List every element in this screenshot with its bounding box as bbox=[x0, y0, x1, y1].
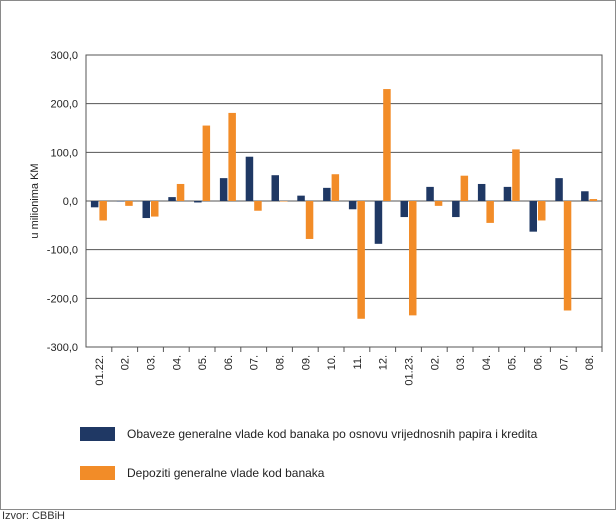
bar-series1-10 bbox=[323, 187, 331, 201]
y-tick-label: -200,0 bbox=[47, 293, 78, 305]
x-tick-label: 03. bbox=[146, 355, 158, 370]
y-axis-label: u milionima KM bbox=[29, 163, 41, 238]
bar-series2-8 bbox=[280, 201, 288, 202]
bar-series2-3 bbox=[151, 201, 159, 217]
bar-series1-15 bbox=[452, 201, 460, 218]
x-tick-label: 07. bbox=[558, 355, 570, 370]
bar-series1-17 bbox=[503, 186, 512, 201]
bar-series2-12 bbox=[383, 89, 391, 201]
x-tick-label: 01.23. bbox=[404, 355, 416, 386]
bar-series2-10 bbox=[331, 174, 340, 201]
bar-series2-6 bbox=[228, 112, 236, 201]
x-tick-label: 08. bbox=[275, 355, 287, 370]
bar-series1-12 bbox=[374, 201, 383, 244]
y-tick-label: 0,0 bbox=[63, 196, 78, 208]
x-tick-label: 07. bbox=[249, 355, 261, 370]
bar-series2-5 bbox=[202, 125, 211, 201]
legend-item-obaveze: Obaveze generalne vlade kod banaka po os… bbox=[80, 427, 580, 441]
bar-series1-1 bbox=[90, 201, 99, 208]
bar-series1-9 bbox=[297, 195, 305, 201]
x-tick-label: 02. bbox=[120, 355, 132, 370]
y-tick-label: 300,0 bbox=[50, 50, 78, 62]
bar-series1-4 bbox=[168, 197, 176, 201]
y-tick-label: 100,0 bbox=[50, 147, 78, 159]
x-tick-label: 12. bbox=[378, 355, 390, 370]
bar-series1-8 bbox=[271, 175, 279, 201]
bar-series2-16 bbox=[486, 201, 494, 223]
legend-swatch-depoziti bbox=[80, 466, 115, 480]
x-tick-label: 01.22. bbox=[94, 355, 106, 386]
bar-series1-16 bbox=[477, 183, 486, 201]
legend-item-depoziti: Depoziti generalne vlade kod banaka bbox=[80, 466, 580, 480]
bar-series1-19 bbox=[555, 178, 563, 201]
x-tick-label: 04. bbox=[481, 355, 493, 370]
y-tick-label: -300,0 bbox=[47, 342, 78, 354]
y-tick-label: 200,0 bbox=[50, 99, 78, 111]
bar-series2-9 bbox=[305, 201, 314, 239]
bar-series2-1 bbox=[99, 201, 107, 221]
bar-series1-2 bbox=[116, 201, 125, 202]
y-tick-label: -100,0 bbox=[47, 245, 78, 257]
legend-swatch-obaveze bbox=[80, 427, 115, 441]
bar-series2-2 bbox=[125, 201, 133, 206]
bar-series2-13 bbox=[409, 201, 417, 316]
x-tick-label: 11. bbox=[352, 355, 364, 369]
bar-series2-7 bbox=[254, 201, 262, 211]
bar-series2-14 bbox=[434, 201, 443, 206]
x-tick-label: 10. bbox=[326, 355, 338, 370]
bar-series1-14 bbox=[426, 186, 434, 201]
bar-series1-13 bbox=[400, 201, 408, 218]
bar-series1-20 bbox=[581, 191, 589, 201]
bar-series2-17 bbox=[512, 149, 520, 201]
x-tick-label: 05. bbox=[507, 355, 519, 370]
x-tick-label: 04. bbox=[171, 355, 183, 370]
x-tick-label: 06. bbox=[533, 355, 545, 370]
bar-series1-6 bbox=[219, 178, 228, 201]
x-tick-label: 09. bbox=[300, 355, 312, 370]
bar-series2-19 bbox=[563, 201, 572, 311]
bar-series2-18 bbox=[538, 201, 546, 221]
bar-series2-4 bbox=[176, 183, 185, 201]
chart-frame bbox=[0, 0, 616, 510]
bar-series2-11 bbox=[357, 201, 365, 319]
legend-label-obaveze: Obaveze generalne vlade kod banaka po os… bbox=[127, 427, 538, 441]
x-tick-label: 06. bbox=[223, 355, 235, 370]
bar-series1-18 bbox=[529, 201, 537, 232]
source-note: Izvor: CBBiH bbox=[2, 510, 65, 522]
x-tick-label: 08. bbox=[584, 355, 596, 370]
bar-series1-11 bbox=[348, 201, 357, 210]
bar-series2-15 bbox=[460, 175, 469, 201]
bar-series1-5 bbox=[194, 201, 202, 203]
bar-series1-3 bbox=[142, 201, 150, 219]
x-tick-label: 05. bbox=[197, 355, 209, 370]
legend-label-depoziti: Depoziti generalne vlade kod banaka bbox=[127, 466, 325, 480]
x-tick-label: 02. bbox=[429, 355, 441, 370]
bar-series2-20 bbox=[589, 199, 598, 201]
x-tick-label: 03. bbox=[455, 355, 467, 370]
bar-series1-7 bbox=[245, 156, 254, 201]
